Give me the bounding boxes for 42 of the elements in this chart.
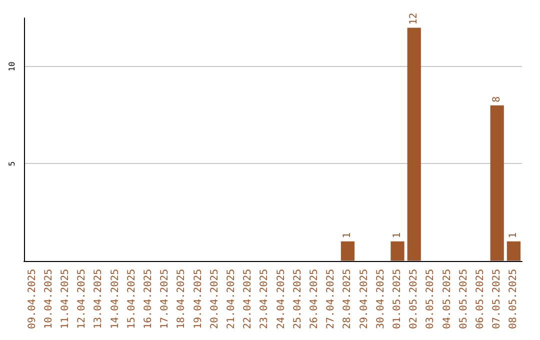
x-tick-label: 02.05.2025 bbox=[408, 268, 420, 330]
x-tick-label: 01.05.2025 bbox=[392, 268, 403, 330]
x-tick-label: 25.04.2025 bbox=[292, 268, 304, 330]
x-tick-label: 17.04.2025 bbox=[160, 268, 171, 330]
y-tick-label: 10 bbox=[8, 62, 16, 72]
bar bbox=[407, 28, 421, 261]
x-tick-label: 28.04.2025 bbox=[342, 268, 354, 330]
x-tick-label: 16.04.2025 bbox=[143, 268, 154, 330]
x-tick-label: 07.05.2025 bbox=[492, 268, 503, 330]
bar bbox=[506, 241, 521, 261]
x-tick-label: 11.04.2025 bbox=[60, 268, 71, 330]
x-tick-label: 23.04.2025 bbox=[259, 268, 270, 330]
x-tick-label: 13.04.2025 bbox=[93, 268, 104, 330]
y-tick-label: 5 bbox=[8, 161, 16, 166]
data-label: 1 bbox=[508, 232, 520, 238]
x-tick-label: 29.04.2025 bbox=[358, 268, 370, 330]
x-tick-label: 14.04.2025 bbox=[110, 268, 121, 330]
data-label: 1 bbox=[342, 232, 354, 238]
x-tick-label: 06.05.2025 bbox=[475, 268, 486, 330]
x-tick-label: 12.04.2025 bbox=[76, 268, 88, 330]
x-tick-label: 08.05.2025 bbox=[508, 268, 520, 330]
data-label: 8 bbox=[492, 96, 503, 102]
bar bbox=[490, 105, 504, 261]
x-tick-label: 09.04.2025 bbox=[26, 268, 38, 330]
x-tick-label: 22.04.2025 bbox=[242, 268, 254, 330]
x-tick-label: 27.04.2025 bbox=[326, 268, 337, 330]
x-tick-label: 18.04.2025 bbox=[176, 268, 188, 330]
data-label: 12 bbox=[408, 12, 420, 25]
x-tick-label: 03.05.2025 bbox=[425, 268, 436, 330]
x-tick-label: 19.04.2025 bbox=[192, 268, 204, 330]
x-tick-label: 26.04.2025 bbox=[309, 268, 320, 330]
bar bbox=[390, 241, 404, 261]
bar bbox=[340, 241, 355, 261]
data-label: 1 bbox=[392, 232, 403, 238]
x-tick-label: 15.04.2025 bbox=[126, 268, 138, 330]
x-tick-label: 04.05.2025 bbox=[442, 268, 453, 330]
x-tick-label: 24.04.2025 bbox=[276, 268, 287, 330]
x-tick-label: 05.05.2025 bbox=[458, 268, 470, 330]
x-tick-label: 10.04.2025 bbox=[43, 268, 54, 330]
x-tick-label: 30.04.2025 bbox=[375, 268, 386, 330]
x-tick-label: 21.04.2025 bbox=[226, 268, 237, 330]
x-tick-label: 20.04.2025 bbox=[209, 268, 220, 330]
